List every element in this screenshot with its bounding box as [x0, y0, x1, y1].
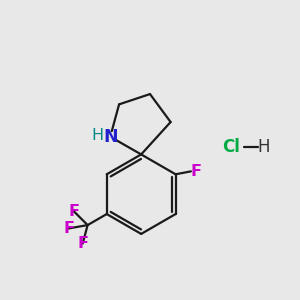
Text: F: F	[63, 221, 74, 236]
Text: F: F	[191, 164, 202, 179]
Text: F: F	[77, 236, 88, 251]
Text: N: N	[103, 128, 118, 146]
Text: H: H	[257, 138, 270, 156]
Text: H: H	[92, 128, 104, 143]
Text: F: F	[69, 204, 80, 219]
Text: Cl: Cl	[223, 138, 241, 156]
